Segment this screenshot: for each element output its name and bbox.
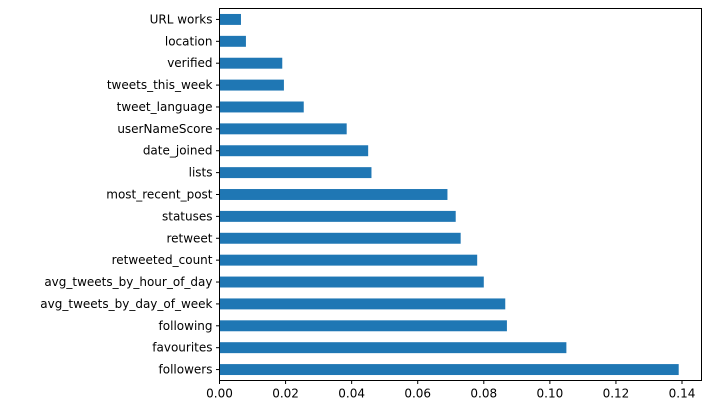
y-tick-label: most_recent_post bbox=[106, 188, 213, 202]
bar-following bbox=[219, 320, 507, 332]
x-tick-label: 0.08 bbox=[470, 387, 497, 401]
y-tick-label: followers bbox=[159, 363, 213, 377]
x-tick-label: 0.10 bbox=[537, 387, 564, 401]
bar-avg-tweets-by-hour-of-day bbox=[219, 276, 484, 288]
x-tick-label: 0.06 bbox=[404, 387, 431, 401]
x-tick-label: 0.12 bbox=[603, 387, 630, 401]
bar-lists bbox=[219, 167, 372, 179]
bar-verified bbox=[219, 57, 283, 69]
y-tick-label: retweet bbox=[166, 231, 212, 245]
x-tick-label: 0.14 bbox=[669, 387, 696, 401]
y-tick-label: location bbox=[165, 34, 213, 48]
bar-statuses bbox=[219, 210, 456, 222]
bar-location bbox=[219, 35, 246, 47]
y-tick-label: statuses bbox=[162, 209, 213, 223]
y-tick-label: avg_tweets_by_day_of_week bbox=[40, 297, 212, 311]
plot-frame bbox=[219, 8, 702, 381]
bars-group bbox=[219, 13, 679, 376]
bar-most-recent-post bbox=[219, 189, 448, 200]
bar-url-works bbox=[219, 13, 241, 25]
y-tick-label: favourites bbox=[152, 341, 212, 355]
bar-date-joined bbox=[219, 145, 369, 157]
y-tick-label: verified bbox=[167, 56, 212, 70]
x-tick-label: 0.04 bbox=[338, 387, 365, 401]
y-axis-ticks: followers favourites following avg_tweets_b… bbox=[40, 12, 220, 377]
y-tick-label: URL works bbox=[150, 12, 213, 26]
y-tick-label: lists bbox=[189, 166, 213, 180]
y-tick-label: tweet_language bbox=[117, 100, 213, 114]
bar-followers bbox=[219, 364, 679, 376]
bar-retweet bbox=[219, 232, 461, 244]
bar-usernamescore bbox=[219, 123, 347, 135]
x-tick-label: 0.00 bbox=[206, 387, 233, 401]
y-tick-label: avg_tweets_by_hour_of_day bbox=[44, 275, 212, 289]
bar-avg-tweets-by-day-of-week bbox=[219, 298, 506, 310]
bar-tweets-this-week bbox=[219, 79, 284, 91]
x-tick-label: 0.02 bbox=[272, 387, 299, 401]
y-tick-label: userNameScore bbox=[117, 122, 212, 136]
y-tick-label: following bbox=[159, 319, 213, 333]
bar-favourites bbox=[219, 342, 567, 354]
x-axis-ticks: 0.00 0.02 0.04 0.06 0.08 0.10 0.12 0.14 bbox=[206, 380, 696, 401]
bar-tweet-language bbox=[219, 101, 304, 113]
y-tick-label: date_joined bbox=[143, 144, 213, 158]
y-tick-label: retweeted_count bbox=[112, 253, 213, 267]
bar-retweeted-count bbox=[219, 254, 478, 266]
y-tick-label: tweets_this_week bbox=[107, 78, 213, 92]
